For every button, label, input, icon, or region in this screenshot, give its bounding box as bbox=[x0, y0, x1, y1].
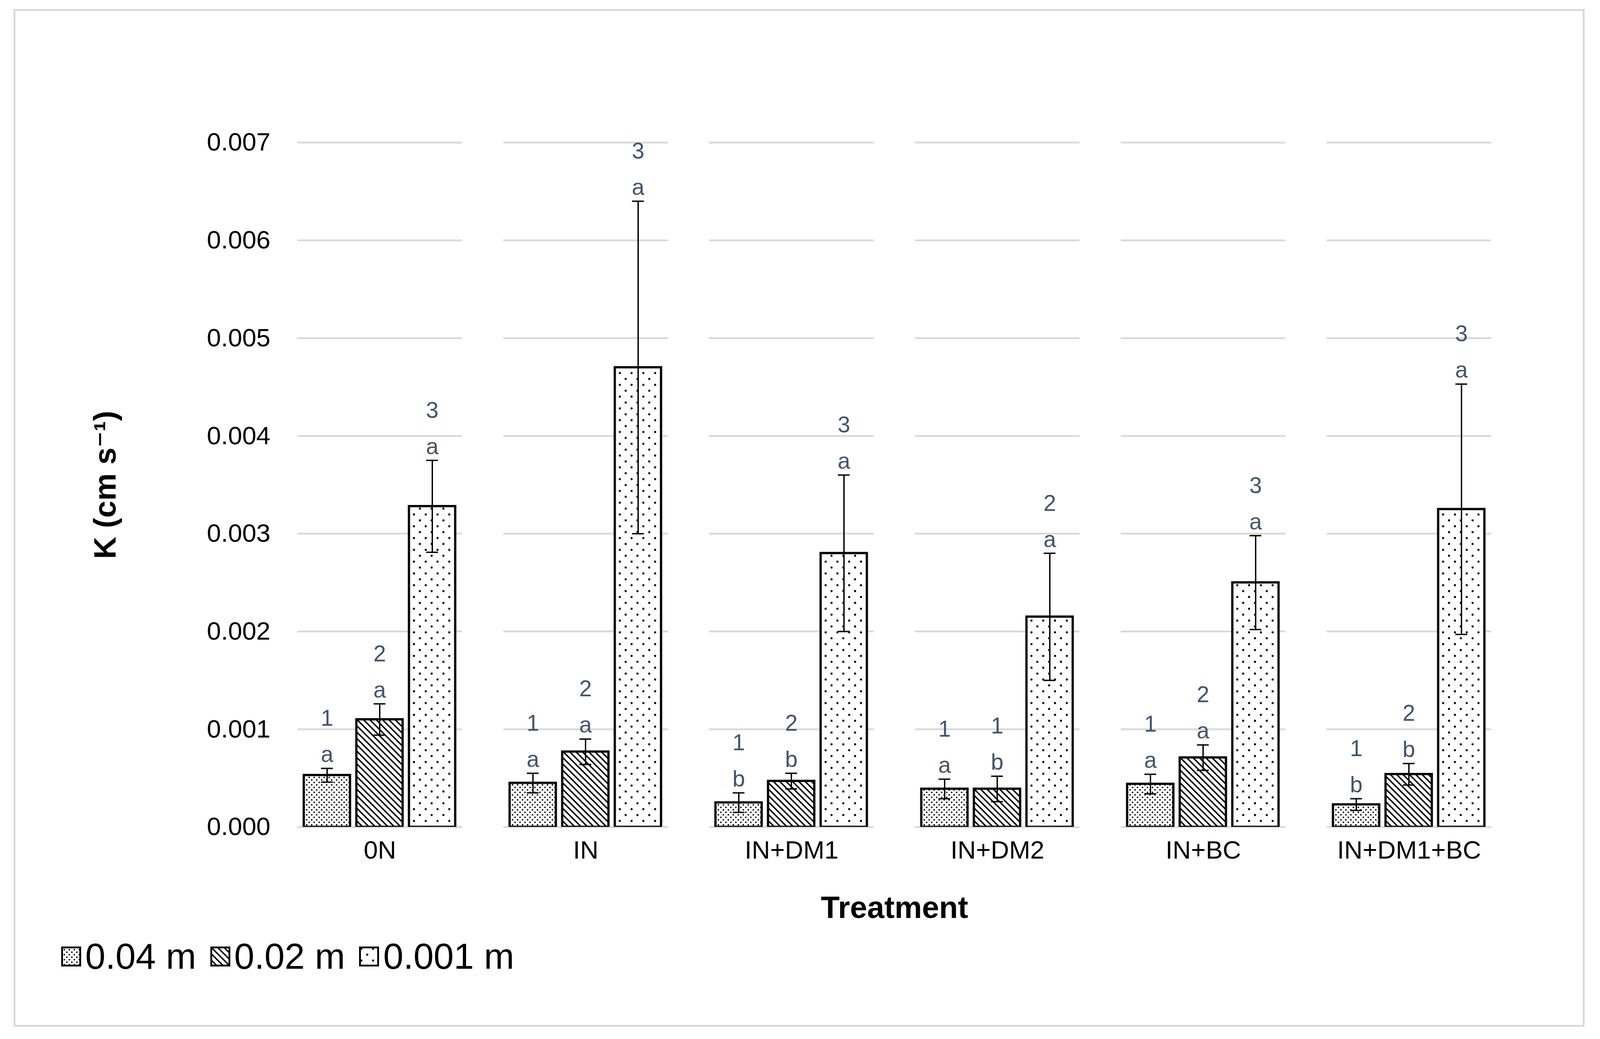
html-text:0.001 m: 0.001 m bbox=[383, 936, 515, 977]
svg-text:2a: 2a bbox=[373, 641, 387, 703]
svg-text:1a: 1a bbox=[526, 710, 540, 773]
html-text:0.04 m: 0.04 m bbox=[85, 936, 197, 977]
svg-text:0.004: 0.004 bbox=[206, 421, 271, 450]
svg-text:3a: 3a bbox=[632, 138, 645, 200]
svg-text:0.005: 0.005 bbox=[206, 323, 271, 352]
svg-text:0.003: 0.003 bbox=[206, 518, 271, 548]
svg-text:IN+BC: IN+BC bbox=[1165, 835, 1242, 865]
svg-text:1b: 1b bbox=[991, 713, 1004, 775]
svg-text:2b: 2b bbox=[1402, 700, 1416, 763]
svg-text:1a: 1a bbox=[938, 716, 952, 779]
svg-text:0.006: 0.006 bbox=[206, 225, 271, 254]
svg-text:0N: 0N bbox=[363, 835, 397, 865]
svg-text:1b: 1b bbox=[732, 729, 746, 792]
svg-text:3a: 3a bbox=[1249, 472, 1263, 535]
svg-text:1a: 1a bbox=[320, 705, 334, 768]
svg-text:IN+DM1: IN+DM1 bbox=[744, 835, 839, 865]
svg-text:1b: 1b bbox=[1350, 735, 1363, 798]
svg-text:0.002: 0.002 bbox=[206, 616, 271, 646]
svg-text:0.001: 0.001 bbox=[206, 714, 271, 744]
svg-text:0.000: 0.000 bbox=[206, 812, 271, 841]
svg-text:IN+DM2: IN+DM2 bbox=[950, 835, 1045, 865]
svg-text:2a: 2a bbox=[1196, 681, 1210, 744]
svg-text:3a: 3a bbox=[426, 397, 439, 460]
svg-text:2b: 2b bbox=[785, 710, 798, 773]
svg-text:IN: IN bbox=[573, 835, 599, 865]
svg-text:2a: 2a bbox=[579, 675, 593, 738]
svg-text:0.007: 0.007 bbox=[206, 127, 271, 156]
svg-text:2a: 2a bbox=[1043, 490, 1057, 553]
svg-text:3a: 3a bbox=[837, 412, 851, 474]
svg-text:Treatment: Treatment bbox=[821, 889, 969, 925]
svg-text:K (cm s⁻¹): K (cm s⁻¹) bbox=[87, 410, 122, 560]
svg-text:IN+DM1+BC: IN+DM1+BC bbox=[1337, 835, 1481, 865]
svg-text:3a: 3a bbox=[1455, 320, 1469, 383]
svg-text:1a: 1a bbox=[1144, 711, 1158, 774]
html-text:0.02 m: 0.02 m bbox=[234, 936, 346, 977]
